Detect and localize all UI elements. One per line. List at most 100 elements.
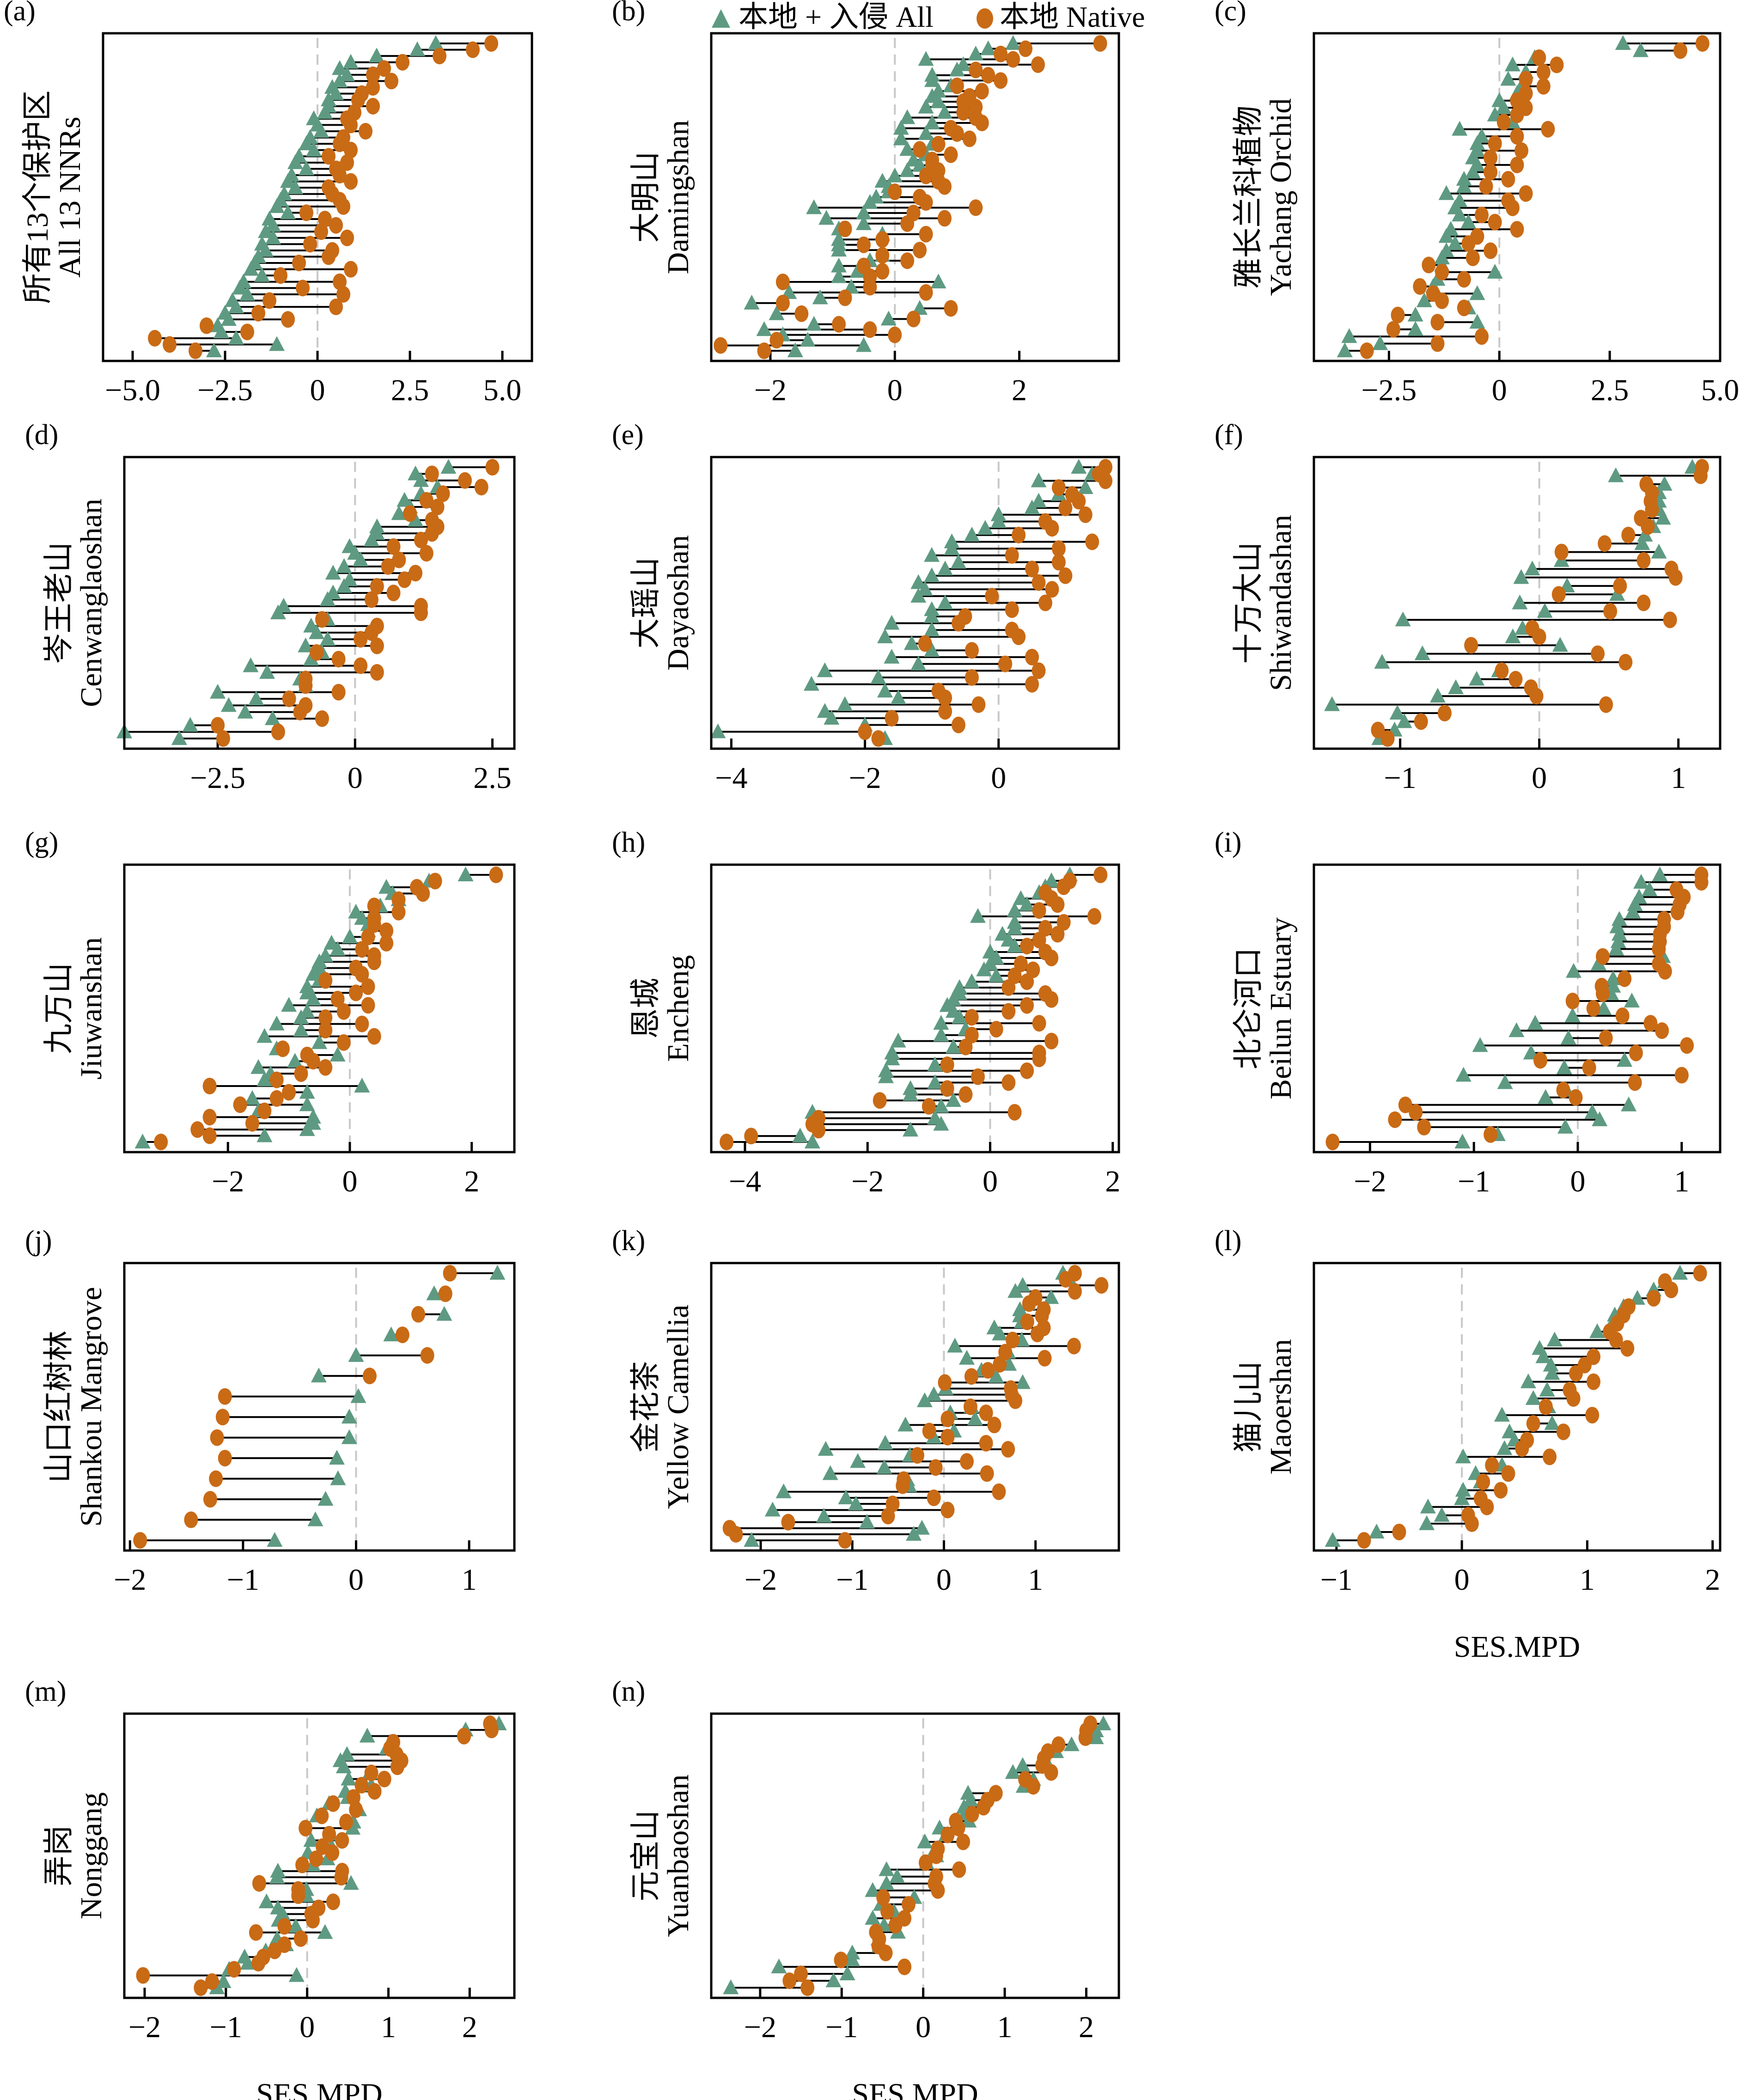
native-species-point	[1585, 1407, 1600, 1424]
native-species-point	[979, 1435, 993, 1452]
all-species-point	[436, 1306, 452, 1321]
native-species-point	[981, 67, 995, 84]
all-species-point	[899, 109, 916, 124]
native-species-point	[1673, 42, 1688, 59]
native-species-point	[367, 953, 381, 971]
x-tick-label: 2	[1705, 1563, 1720, 1597]
all-species-point	[1448, 679, 1464, 694]
all-species-point	[744, 1532, 760, 1547]
legend-all-marker-icon	[712, 9, 730, 28]
ylabel-chinese: 恩城	[629, 978, 663, 1039]
all-species-point	[1617, 1052, 1633, 1067]
native-species-point	[1094, 1277, 1109, 1294]
ylabel-english: Beilun Estuary	[1264, 917, 1298, 1099]
all-species-point	[259, 664, 275, 679]
native-species-point	[333, 273, 347, 290]
native-species-point	[303, 236, 317, 253]
x-tick-label: −1	[825, 2010, 858, 2044]
native-species-point	[1465, 1515, 1479, 1532]
native-species-point	[1543, 1448, 1557, 1465]
all-species-point	[287, 154, 303, 169]
all-species-point	[1472, 1037, 1488, 1052]
x-tick-label: 1	[1671, 761, 1686, 795]
native-species-point	[1476, 1473, 1490, 1490]
native-species-point	[1386, 321, 1400, 338]
native-species-point	[1388, 1111, 1402, 1128]
native-species-point	[1519, 185, 1533, 202]
all-species-point	[877, 628, 893, 643]
native-species-point	[1044, 1032, 1059, 1050]
native-species-point	[210, 1429, 224, 1446]
native-species-point	[485, 459, 500, 476]
all-species-point	[1024, 500, 1040, 515]
native-species-point	[956, 104, 971, 121]
native-species-point	[370, 578, 384, 595]
native-species-point	[433, 48, 446, 65]
native-species-point	[1680, 1037, 1694, 1054]
x-tick-label: 1	[1028, 1563, 1043, 1597]
native-species-point	[880, 1903, 895, 1920]
native-species-point	[218, 1388, 232, 1405]
native-species-point	[1565, 992, 1580, 1009]
native-species-point	[1457, 299, 1471, 317]
native-species-point	[1603, 603, 1618, 620]
all-species-point	[1031, 493, 1047, 508]
native-species-point	[367, 897, 381, 915]
native-species-point	[366, 98, 380, 115]
x-tick-label: −1	[1458, 1165, 1490, 1198]
all-species-point	[1621, 1096, 1637, 1111]
all-species-point	[269, 1868, 285, 1884]
native-species-point	[322, 1826, 336, 1843]
all-species-point	[489, 1265, 506, 1280]
native-species-point	[1599, 696, 1613, 713]
x-axis-label: SES.MPD	[256, 2077, 382, 2100]
all-species-point	[862, 194, 878, 209]
all-species-point	[1341, 328, 1357, 343]
native-species-point	[420, 1347, 434, 1364]
x-tick-label: 0	[887, 373, 903, 407]
all-species-point	[220, 697, 237, 712]
native-species-point	[322, 248, 336, 265]
native-species-point	[913, 141, 927, 158]
native-species-point	[927, 1490, 941, 1507]
native-species-point	[1005, 547, 1019, 564]
native-species-point	[1020, 1313, 1034, 1331]
ylabel-english: Cenwanglaoshan	[74, 499, 108, 707]
all-species-point	[244, 1090, 260, 1105]
all-species-point	[990, 513, 1007, 528]
native-species-point	[1551, 586, 1566, 603]
plot-frame	[710, 456, 1120, 750]
all-species-point	[1525, 1390, 1541, 1405]
native-species-point	[919, 167, 933, 184]
all-species-point	[1496, 99, 1512, 115]
x-tick-label: −5.0	[105, 373, 160, 407]
native-species-point	[395, 1326, 409, 1343]
all-species-point	[265, 217, 281, 232]
all-species-point	[228, 299, 244, 313]
native-species-point	[1020, 997, 1034, 1014]
all-species-point	[817, 703, 833, 718]
native-species-point	[977, 1799, 991, 1816]
all-species-point	[959, 1349, 975, 1365]
native-species-point	[392, 551, 406, 568]
all-species-point	[182, 717, 198, 732]
all-species-point	[1589, 1323, 1606, 1338]
all-species-point	[1634, 535, 1650, 550]
native-species-point	[900, 252, 915, 269]
native-species-point	[184, 1511, 198, 1528]
x-tick-label: 0	[936, 1563, 952, 1597]
all-species-point	[756, 321, 772, 336]
native-species-point	[377, 1770, 391, 1788]
all-species-point	[945, 1038, 961, 1054]
x-tick-label: −2.5	[197, 373, 253, 407]
all-species-point	[1454, 1490, 1470, 1505]
panel-label: (d)	[25, 419, 58, 451]
native-species-point	[271, 723, 285, 740]
all-species-point	[1465, 164, 1481, 179]
all-species-point	[818, 210, 835, 225]
native-species-point	[944, 300, 958, 317]
all-species-point	[214, 324, 229, 339]
all-species-point	[1456, 178, 1472, 193]
native-species-point	[1032, 1050, 1046, 1068]
all-species-point	[970, 908, 986, 923]
